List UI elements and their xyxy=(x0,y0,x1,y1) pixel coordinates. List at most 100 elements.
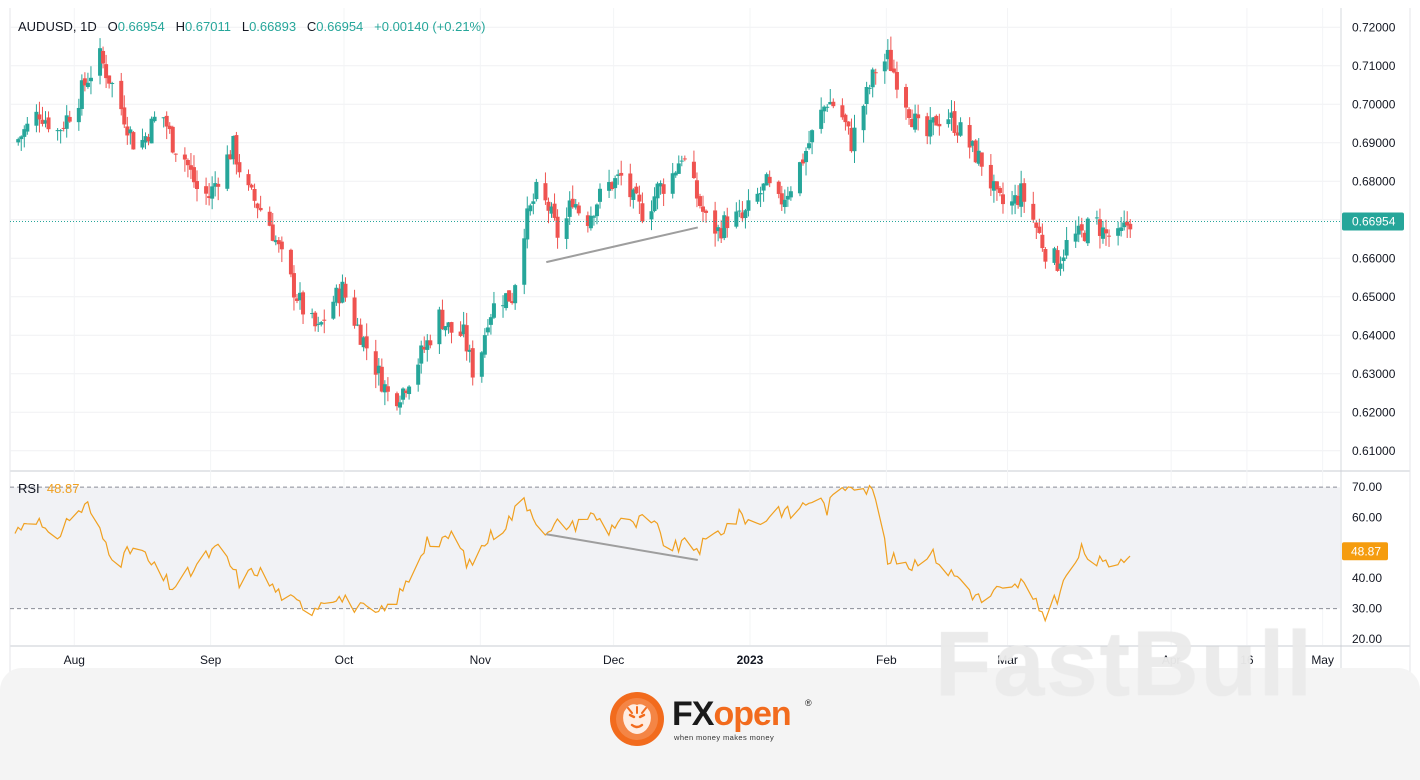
candle-body xyxy=(658,183,663,187)
candle-body xyxy=(576,205,581,214)
candle-body xyxy=(467,349,472,352)
candle-body xyxy=(567,200,572,217)
candle-body xyxy=(191,167,196,183)
candle-body xyxy=(1073,233,1078,242)
candle-body xyxy=(570,198,575,208)
candle-body xyxy=(904,87,909,108)
candle-body xyxy=(1064,240,1069,256)
candle-body xyxy=(740,212,745,219)
candle-body xyxy=(797,162,802,194)
rsi-tick-label: 30.00 xyxy=(1352,602,1382,616)
close-value: 0.66954 xyxy=(316,19,364,34)
candle-body xyxy=(288,249,293,275)
candle-body xyxy=(870,69,875,88)
low-label: L xyxy=(241,19,250,34)
symbol-label[interactable]: AUDUSD, 1D xyxy=(18,19,97,34)
candle-body xyxy=(628,173,633,198)
candle-body xyxy=(616,174,621,176)
candle-body xyxy=(358,324,363,345)
time-tick-label: Nov xyxy=(470,653,491,667)
candle-body xyxy=(676,163,681,174)
rsi-label[interactable]: RSI xyxy=(18,481,40,496)
candle-body xyxy=(755,193,760,202)
candle-body xyxy=(101,50,106,64)
candle-body xyxy=(337,288,342,304)
candle-body xyxy=(458,331,463,336)
candle-body xyxy=(140,139,145,148)
candle-body xyxy=(661,184,666,194)
last-price-tag xyxy=(1342,212,1404,231)
low-value: 0.66893 xyxy=(249,19,297,34)
candle-body xyxy=(673,172,678,176)
candle-body xyxy=(631,189,636,200)
candle-body xyxy=(907,109,912,119)
candle-body xyxy=(737,210,742,212)
candle-body xyxy=(79,80,84,109)
candle-body xyxy=(216,183,221,187)
watermark: FastBull xyxy=(935,613,1314,715)
candle-body xyxy=(207,196,212,199)
candle-body xyxy=(694,180,699,199)
candle-body xyxy=(340,281,345,303)
candle-body xyxy=(25,123,30,132)
time-tick-label: Feb xyxy=(876,653,897,667)
candle-body xyxy=(298,292,303,301)
logo-registered: ® xyxy=(805,698,812,708)
candle-body xyxy=(313,312,318,327)
candle-body xyxy=(1013,195,1018,204)
candle-body xyxy=(1085,218,1090,244)
candle-body xyxy=(543,183,548,201)
candle-body xyxy=(173,153,178,155)
candle-body xyxy=(1016,195,1021,206)
candle-body xyxy=(528,205,533,212)
candle-body xyxy=(807,143,812,149)
high-value: 0.67011 xyxy=(184,19,231,34)
candle-body xyxy=(513,285,518,304)
candle-body xyxy=(891,68,896,73)
candle-body xyxy=(464,325,469,352)
candle-body xyxy=(482,335,487,355)
candle-body xyxy=(1104,229,1108,234)
logo-wordmark: FXopen xyxy=(672,695,792,733)
candle-body xyxy=(255,203,260,209)
candle-body xyxy=(479,352,484,377)
candle-body xyxy=(825,106,830,108)
price-tick-label: 0.61000 xyxy=(1352,444,1396,458)
candle-body xyxy=(882,61,887,72)
candle-body xyxy=(949,112,954,118)
candle-body xyxy=(682,158,687,160)
candle-body xyxy=(119,80,124,110)
candle-body xyxy=(19,136,24,140)
candle-body xyxy=(394,393,399,407)
time-tick-label: 16 xyxy=(1240,653,1254,667)
candle-body xyxy=(979,152,984,167)
candle-body xyxy=(610,182,615,189)
candle-body xyxy=(779,193,784,205)
candle-body xyxy=(885,49,890,60)
candle-body xyxy=(573,204,578,208)
price-tick-label: 0.66000 xyxy=(1352,251,1396,265)
candle-body xyxy=(416,364,421,385)
candle-body xyxy=(16,139,21,143)
candle-body xyxy=(82,78,87,86)
price-trendline xyxy=(546,226,699,264)
candle-body xyxy=(910,118,915,128)
candle-body xyxy=(916,114,921,119)
candle-body xyxy=(701,206,706,212)
candle-body xyxy=(398,402,403,408)
candle-body xyxy=(425,340,430,350)
time-tick-label: Apr xyxy=(1162,653,1181,667)
candle-body xyxy=(925,116,930,137)
candle-body xyxy=(234,135,239,165)
price-chart[interactable]: 0.72000 0.71000 0.70000 0.69000 0.68000 0.670… xyxy=(0,0,1420,690)
candle-body xyxy=(952,111,957,133)
candle-body xyxy=(501,305,506,307)
candle-body xyxy=(55,130,60,132)
candle-body xyxy=(591,216,596,218)
candle-body xyxy=(716,227,721,232)
rsi-band xyxy=(10,487,1340,609)
logo-tagline: when money makes money xyxy=(674,733,775,742)
price-legend: AUDUSD, 1D O0.66954 H0.67011 L0.66893 C0… xyxy=(18,19,485,34)
rsi-line xyxy=(14,484,1131,623)
candle-body xyxy=(443,326,448,331)
